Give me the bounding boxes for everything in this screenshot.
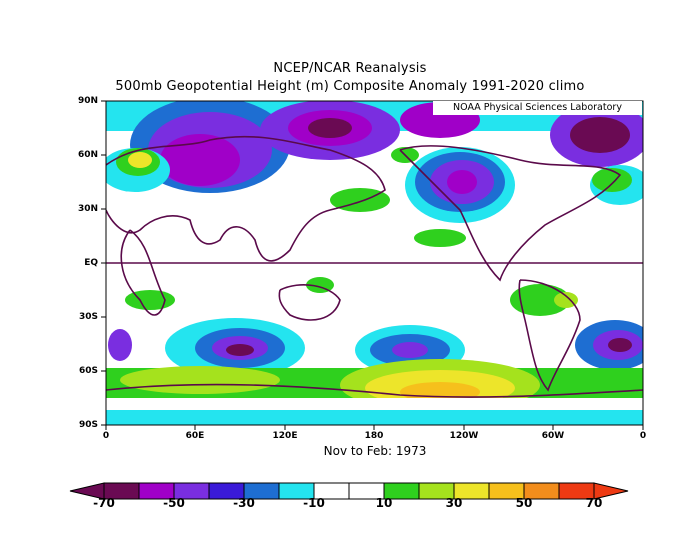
chart-title: NCEP/NCAR Reanalysis — [273, 61, 427, 76]
lon-label: 180 — [364, 431, 384, 441]
credit-label: NOAA Physical Sciences Laboratory — [433, 101, 642, 115]
lat-label: 90N — [77, 96, 98, 106]
lat-label: 30S — [78, 312, 98, 322]
lon-label: 120E — [272, 431, 298, 441]
lon-label: 120W — [449, 431, 479, 441]
colorbar-label: 30 — [445, 496, 463, 510]
lon-label: 60W — [541, 431, 565, 441]
colorbar-label: 50 — [515, 496, 533, 510]
lon-label: 0 — [639, 431, 647, 441]
chart-subtitle: 500mb Geopotential Height (m) Composite … — [115, 79, 585, 94]
colorbar-label: -30 — [233, 496, 255, 510]
lat-label: 90S — [78, 420, 98, 430]
anomaly-field — [106, 101, 643, 425]
colorbar-label: 70 — [585, 496, 603, 510]
lat-label: EQ — [84, 258, 98, 268]
colorbar-label: -50 — [163, 496, 185, 510]
period-label: Nov to Feb: 1973 — [323, 444, 427, 458]
axis-ticks — [101, 100, 644, 430]
lat-label: 60S — [78, 366, 98, 376]
colorbar-arrow-right — [593, 482, 629, 500]
colorbar-label: -10 — [303, 496, 325, 510]
lon-label: 60E — [185, 431, 205, 441]
lat-label: 30N — [77, 204, 98, 214]
lon-label: 0 — [102, 431, 110, 441]
lat-label: 60N — [77, 150, 98, 160]
colorbar-label: 10 — [375, 496, 393, 510]
colorbar-label: -70 — [93, 496, 115, 510]
